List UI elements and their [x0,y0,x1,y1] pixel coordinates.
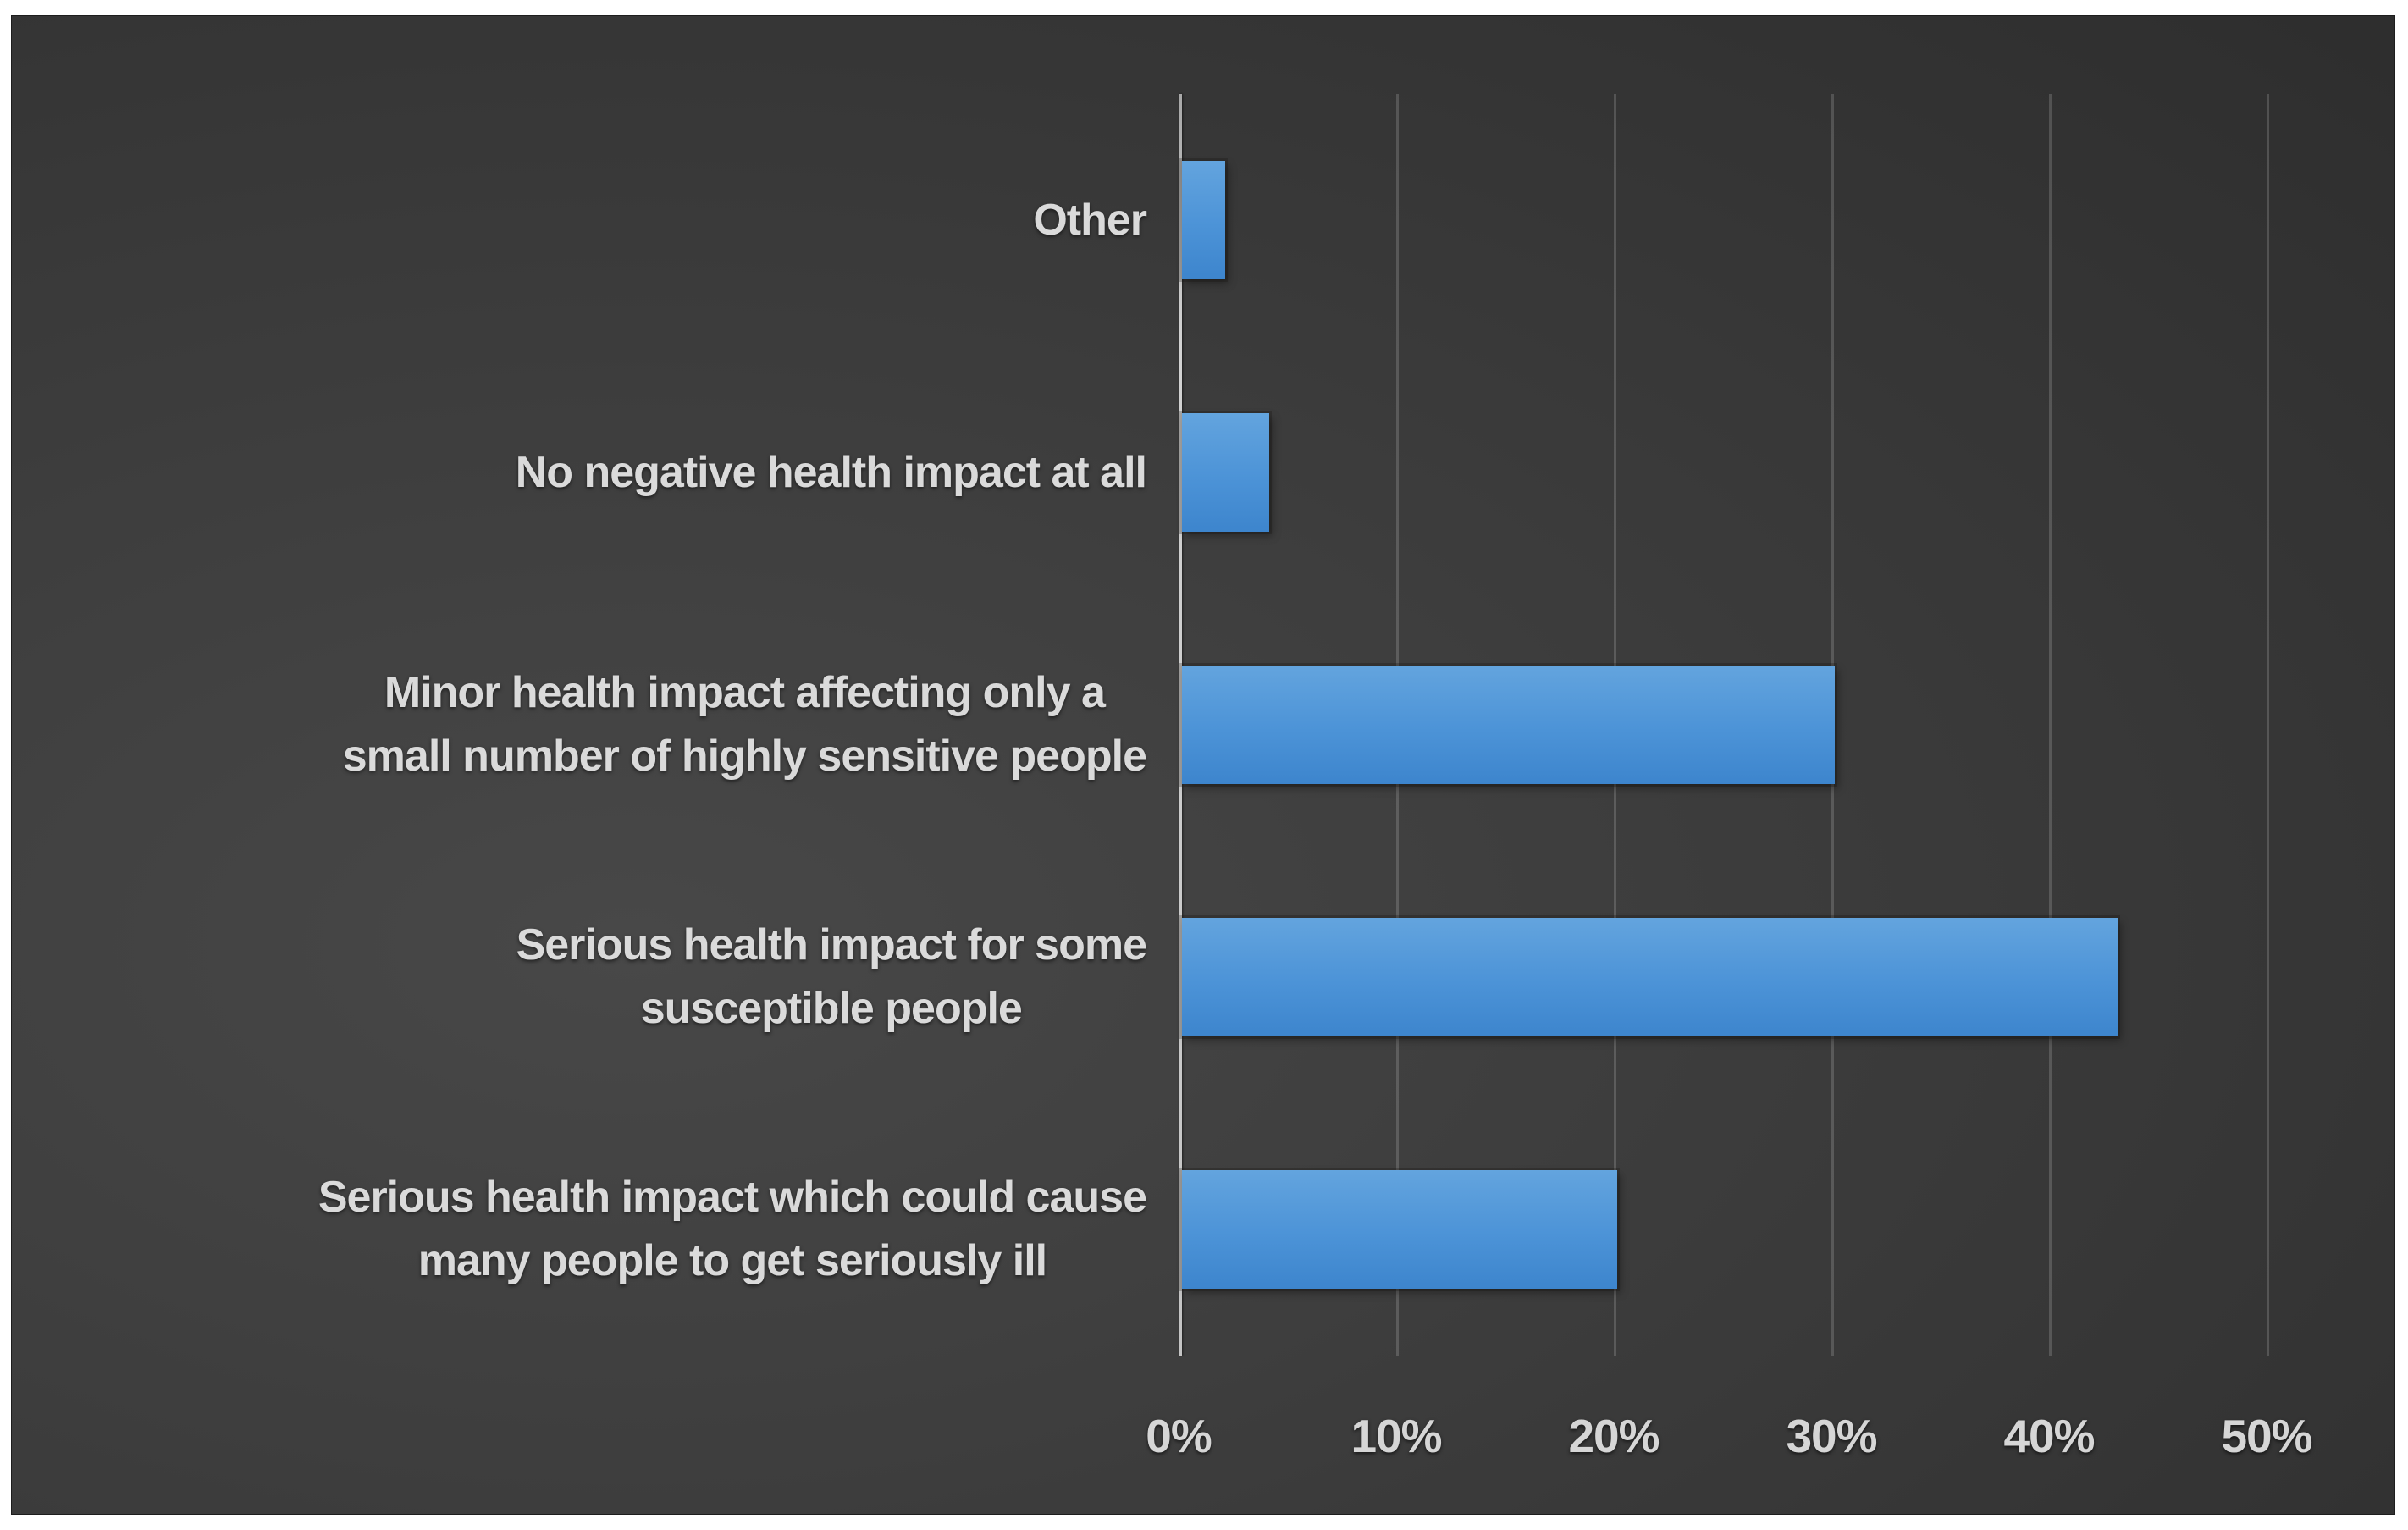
plot-area: Other No negative health impact at all Min… [12,16,2394,1514]
bar [1182,666,1835,784]
bar [1182,413,1269,532]
gridline [2267,94,2269,1356]
chart-panel: Other No negative health impact at all Min… [11,15,2395,1515]
category-label: Serious health impact which could cause … [318,1173,1147,1285]
bar [1182,161,1225,279]
bar [1182,1170,1617,1289]
x-axis-tick-label: 40% [2003,1410,2095,1462]
x-axis-tick-label: 30% [1786,1410,1877,1462]
bar [1182,918,2118,1036]
y-axis-line [1179,94,1182,1356]
x-axis-tick-label: 0% [1146,1410,1212,1462]
category-label: Minor health impact affecting only a sma… [342,668,1147,781]
x-axis-tick-label: 50% [2221,1410,2312,1462]
x-axis-tick-label: 10% [1350,1410,1442,1462]
x-axis-tick-label: 20% [1568,1410,1660,1462]
category-label: Serious health impact for some susceptib… [516,920,1147,1033]
category-label: No negative health impact at all [515,447,1147,497]
gridline [2049,94,2052,1356]
category-label: Other [1033,195,1147,245]
